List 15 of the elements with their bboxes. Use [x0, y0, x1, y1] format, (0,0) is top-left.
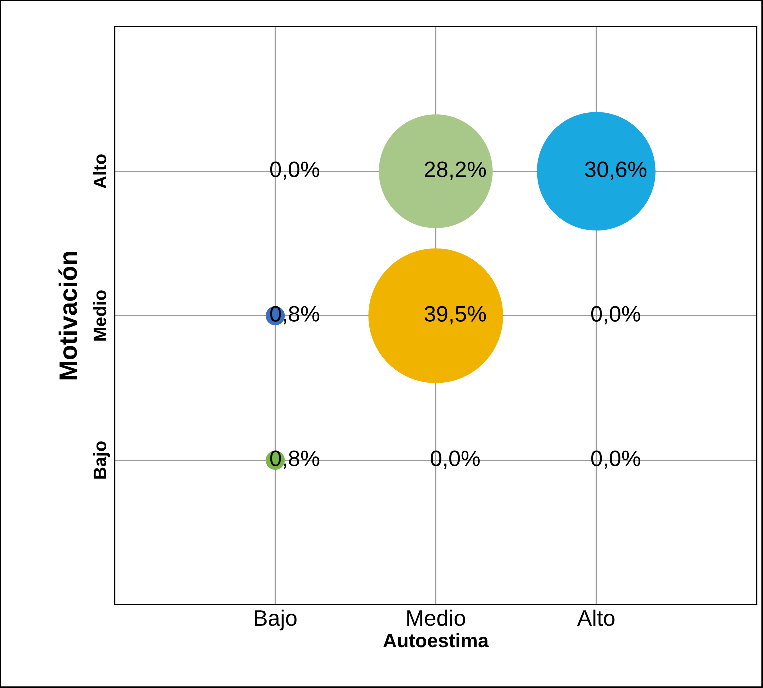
category-label: Bajo	[93, 442, 110, 479]
data-label: 0,0%	[591, 306, 640, 325]
text: Autoestima	[384, 633, 490, 648]
category-label: Alto	[577, 610, 615, 626]
data-label: 28,2%	[425, 162, 486, 180]
data-label: 0,0%	[270, 162, 320, 180]
category-label: Medio	[408, 610, 466, 626]
data-label: 0,0%	[430, 450, 480, 470]
data-label: 30,6%	[585, 162, 647, 180]
data-label: 0,0%	[591, 450, 640, 470]
data-label: 39,5%	[424, 306, 486, 325]
category-label: Medio	[93, 290, 107, 341]
text: Motivación	[58, 252, 78, 380]
category-label: Bajo	[255, 610, 297, 631]
category-label: Alto	[93, 154, 107, 189]
